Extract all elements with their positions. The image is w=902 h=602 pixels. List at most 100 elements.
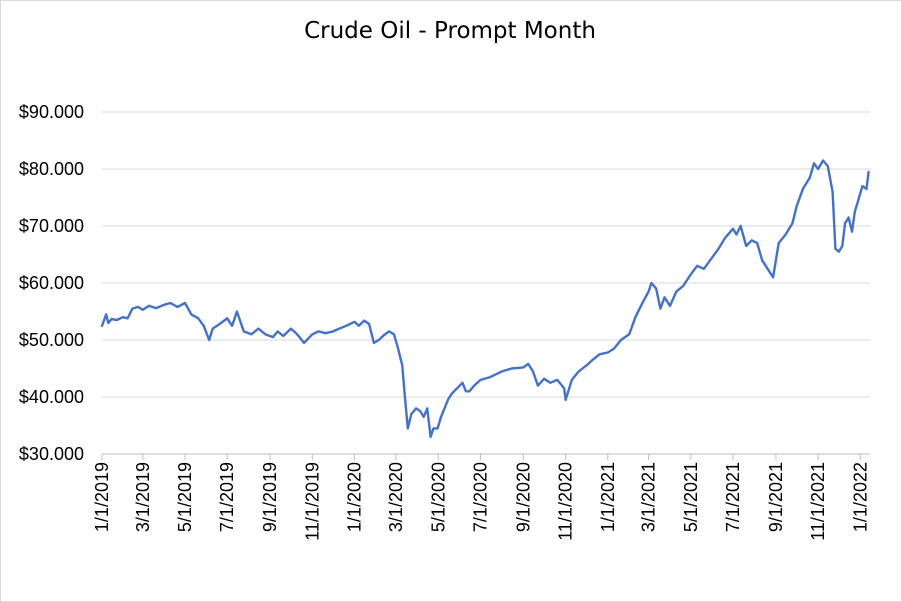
x-tick-label: 11/1/2019 bbox=[302, 462, 322, 541]
data-point bbox=[675, 290, 678, 293]
data-point bbox=[422, 416, 425, 418]
data-point bbox=[802, 188, 804, 190]
data-point bbox=[567, 390, 570, 393]
data-point bbox=[732, 228, 734, 230]
data-point bbox=[415, 407, 417, 410]
data-point bbox=[809, 176, 811, 179]
data-point bbox=[641, 302, 644, 304]
data-point bbox=[756, 242, 758, 244]
data-point bbox=[397, 347, 399, 350]
data-point bbox=[761, 259, 763, 262]
data-point bbox=[659, 307, 662, 310]
data-point bbox=[184, 302, 186, 304]
data-point bbox=[473, 384, 476, 387]
data-point bbox=[564, 399, 567, 401]
x-tick-label: 7/1/2019 bbox=[217, 462, 237, 532]
data-point bbox=[436, 427, 439, 430]
data-point bbox=[456, 387, 458, 390]
data-point bbox=[190, 313, 193, 316]
data-point bbox=[532, 370, 534, 373]
x-axis-tick-labels: 1/1/2019 3/1/2019 5/1/2019 7/1/2019 9/1/2019… bbox=[92, 462, 870, 541]
x-tick-label: 7/1/2020 bbox=[470, 462, 490, 532]
data-point bbox=[647, 290, 650, 293]
data-point bbox=[450, 393, 453, 395]
data-point bbox=[501, 370, 503, 373]
data-point bbox=[628, 333, 630, 336]
data-point bbox=[822, 159, 824, 162]
data-point bbox=[105, 313, 107, 316]
data-point bbox=[537, 384, 539, 387]
data-point bbox=[176, 306, 179, 308]
data-point bbox=[854, 211, 856, 213]
data-point bbox=[834, 248, 837, 250]
y-tick-label: $40.000 bbox=[19, 387, 84, 407]
data-point bbox=[264, 333, 267, 336]
data-point bbox=[218, 323, 221, 325]
data-point bbox=[353, 321, 356, 323]
data-point bbox=[155, 307, 157, 309]
data-point bbox=[443, 407, 446, 410]
data-point bbox=[110, 318, 113, 320]
data-point bbox=[169, 302, 172, 304]
data-point bbox=[250, 333, 253, 336]
data-point bbox=[403, 390, 406, 393]
data-point bbox=[696, 265, 698, 267]
data-point bbox=[115, 319, 118, 321]
data-point bbox=[827, 165, 829, 167]
data-point bbox=[211, 327, 214, 330]
data-point bbox=[432, 427, 435, 430]
data-point bbox=[345, 325, 348, 327]
data-point bbox=[682, 285, 684, 287]
data-point bbox=[669, 305, 671, 307]
data-point bbox=[426, 407, 429, 410]
data-point bbox=[324, 332, 327, 335]
x-tick-label: 5/1/2019 bbox=[175, 462, 195, 532]
data-point bbox=[522, 366, 525, 369]
data-point bbox=[585, 364, 588, 367]
data-point bbox=[357, 325, 360, 327]
data-point bbox=[296, 333, 298, 336]
chart-title: Crude Oil - Prompt Month bbox=[304, 18, 596, 44]
x-tick-label: 7/1/2021 bbox=[723, 462, 743, 532]
x-tick-label: 5/1/2020 bbox=[428, 462, 448, 532]
data-point bbox=[813, 162, 815, 165]
data-point bbox=[131, 307, 134, 310]
series-line bbox=[100, 159, 870, 439]
data-point bbox=[122, 316, 124, 319]
data-point bbox=[303, 342, 305, 344]
x-tick-label: 3/1/2019 bbox=[133, 462, 153, 532]
data-point bbox=[231, 325, 233, 327]
data-point bbox=[795, 205, 798, 207]
data-point bbox=[429, 436, 432, 438]
data-point bbox=[311, 333, 314, 336]
data-point bbox=[750, 239, 753, 242]
data-point bbox=[735, 233, 738, 236]
x-tick-label: 1/1/2020 bbox=[345, 462, 365, 532]
data-point bbox=[607, 351, 609, 354]
data-point bbox=[468, 390, 471, 393]
data-point bbox=[465, 390, 467, 393]
data-point bbox=[777, 242, 780, 244]
data-point bbox=[527, 363, 529, 365]
data-point bbox=[107, 322, 109, 324]
data-point bbox=[634, 316, 637, 319]
data-point bbox=[202, 325, 205, 327]
data-point bbox=[844, 222, 846, 224]
y-tick-label: $50.000 bbox=[19, 330, 84, 350]
data-point bbox=[393, 333, 395, 336]
series-layer bbox=[100, 159, 870, 439]
data-point bbox=[543, 378, 545, 380]
data-point bbox=[382, 334, 385, 337]
data-point bbox=[419, 410, 422, 413]
x-tick-label: 9/1/2019 bbox=[260, 462, 280, 532]
data-point bbox=[784, 233, 787, 236]
x-tick-label: 1/1/2019 bbox=[92, 462, 112, 532]
data-point bbox=[197, 317, 199, 320]
data-point bbox=[407, 427, 409, 430]
y-tick-label: $80.000 bbox=[19, 159, 84, 179]
data-point bbox=[373, 342, 375, 344]
data-point bbox=[440, 416, 442, 418]
data-point bbox=[739, 225, 742, 227]
y-tick-label: $70.000 bbox=[19, 216, 84, 236]
